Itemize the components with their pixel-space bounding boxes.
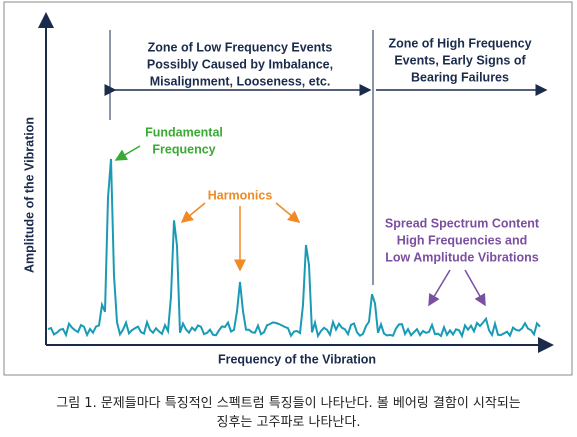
zone-text: Misalignment, Looseness, etc.	[150, 74, 331, 88]
y-axis-label: Amplitude of the Vibration	[22, 117, 36, 273]
arrow	[114, 145, 141, 161]
zone-text: Zone of High Frequency	[388, 36, 531, 50]
zone-text: Events, Early Signs of	[394, 53, 526, 67]
arrow	[275, 202, 301, 223]
zone-text: Zone of Low Frequency Events	[148, 40, 333, 54]
arrow	[428, 269, 451, 307]
annotation: Harmonics	[208, 188, 273, 202]
diagram: Zone of Low Frequency Events Possibly Ca…	[3, 1, 573, 376]
frame	[3, 1, 573, 376]
arrow	[464, 269, 486, 307]
caption: 그림 1. 문제들마다 특징적인 스펙트럼 특징들이 나타난다. 볼 베어링 결…	[56, 396, 521, 411]
annotation: Fundamental	[145, 125, 223, 139]
x-axis-label: Frequency of the Vibration	[218, 352, 376, 366]
arrow	[180, 202, 206, 223]
annotation: High Frequencies and	[397, 233, 528, 247]
zone-text: Bearing Failures	[411, 70, 509, 84]
zone-text: Possibly Caused by Imbalance,	[147, 57, 333, 71]
annotation: Low Amplitude Vibrations	[385, 250, 539, 264]
spectrum	[47, 158, 541, 339]
annotation: Frequency	[152, 142, 215, 156]
caption: 징후는 고주파로 나타난다.	[216, 415, 361, 430]
annotation: Spread Spectrum Content	[385, 216, 540, 230]
